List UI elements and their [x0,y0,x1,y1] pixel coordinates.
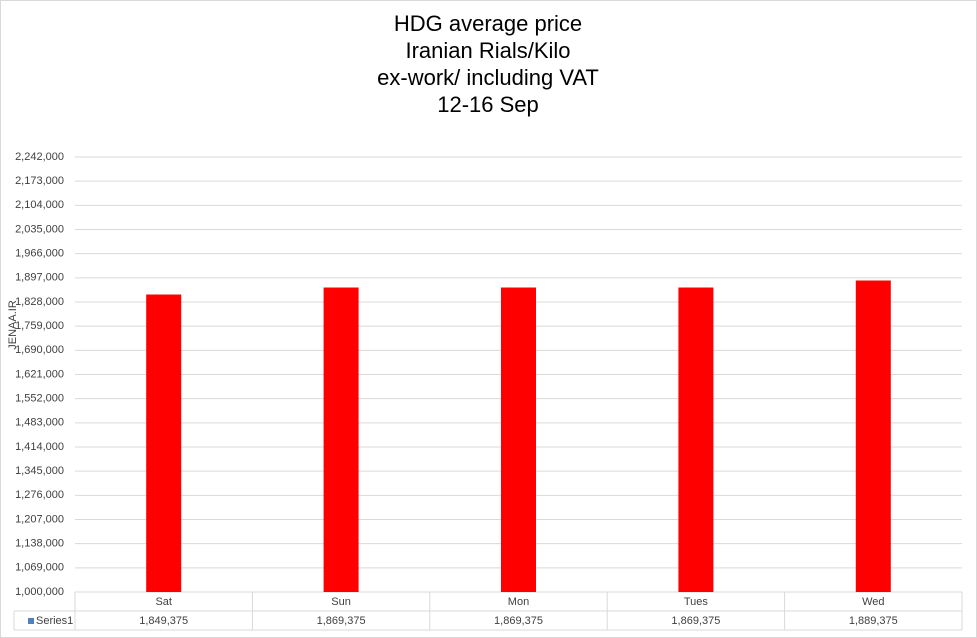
bar [501,287,536,592]
legend-key [28,618,34,624]
y-tick-label: 1,207,000 [15,513,64,525]
y-tick-label: 2,104,000 [15,199,64,211]
table-value: 1,869,375 [671,615,720,627]
x-tick-label: Tues [684,596,709,608]
y-tick-label: 1,069,000 [15,562,64,574]
bar [855,280,891,592]
x-tick-label: Sat [155,596,172,608]
x-tick-label: Wed [862,596,884,608]
table-value: 1,869,375 [494,615,543,627]
y-tick-label: 1,000,000 [15,586,64,598]
x-tick-label: Mon [508,596,529,608]
table-value: 1,869,375 [317,615,366,627]
y-tick-label: 2,242,000 [15,151,64,163]
chart-title: HDG average price [394,11,582,36]
chart-title: Iranian Rials/Kilo [405,38,570,63]
watermark: JENAA.IR [7,300,19,350]
x-tick-label: Sun [331,596,351,608]
y-tick-label: 1,483,000 [15,417,64,429]
legend-label: Series1 [36,615,73,627]
y-tick-label: 1,138,000 [15,538,64,550]
table-value: 1,849,375 [139,615,188,627]
y-tick-label: 1,828,000 [15,296,64,308]
y-tick-label: 1,414,000 [15,441,64,453]
y-tick-label: 2,173,000 [15,175,64,187]
y-tick-label: 1,897,000 [15,272,64,284]
y-tick-label: 1,966,000 [15,248,64,260]
bar [146,294,182,592]
table-value: 1,889,375 [849,615,898,627]
bar [678,287,714,592]
y-tick-label: 1,759,000 [15,320,64,332]
y-tick-label: 2,035,000 [15,223,64,235]
bar [323,287,359,592]
chart-title: ex-work/ including VAT [377,65,599,90]
chart-title: 12-16 Sep [437,92,539,117]
y-tick-label: 1,690,000 [15,344,64,356]
y-tick-label: 1,345,000 [15,465,64,477]
y-tick-label: 1,276,000 [15,489,64,501]
y-tick-label: 1,621,000 [15,368,64,380]
y-tick-label: 1,552,000 [15,393,64,405]
